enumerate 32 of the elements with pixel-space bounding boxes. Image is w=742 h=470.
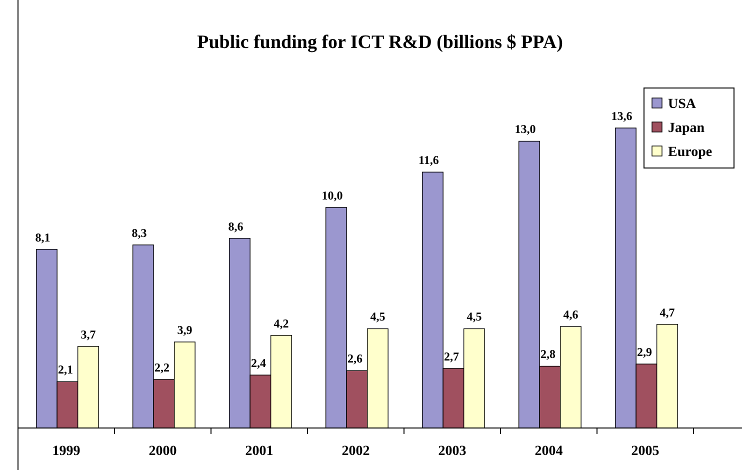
x-tick-label: 2003 <box>438 444 466 459</box>
data-label: 4,7 <box>660 305 675 320</box>
data-label: 11,6 <box>418 153 439 168</box>
data-label: 2,6 <box>347 352 362 366</box>
data-label: 2,9 <box>636 345 652 360</box>
data-label: 13,6 <box>611 109 632 123</box>
x-tick-label: 2002 <box>342 444 370 459</box>
data-label: 2,1 <box>58 362 73 377</box>
x-tick-label: 2000 <box>148 444 177 459</box>
data-label: 4,6 <box>563 308 578 322</box>
data-label: 2,4 <box>250 356 266 370</box>
legend-label: Europe <box>668 145 712 160</box>
data-label: 8,6 <box>228 219 244 234</box>
data-label: 4,5 <box>466 310 482 324</box>
data-label: 2,8 <box>540 347 556 362</box>
x-tick-label: 1999 <box>52 444 80 459</box>
data-label: 13,0 <box>514 122 536 136</box>
data-label: 3,9 <box>177 322 192 337</box>
chart-title: Public funding for ICT R&D (billions $ PPA) <box>197 32 563 53</box>
data-label: 8,1 <box>35 230 50 244</box>
legend-label: USA <box>668 97 697 112</box>
data-label: 10,0 <box>322 188 343 202</box>
data-label: 3,7 <box>80 327 96 342</box>
data-label: 4,5 <box>370 310 386 324</box>
data-label: 2,2 <box>154 360 170 374</box>
data-label: 8,3 <box>132 226 147 240</box>
data-label: 4,2 <box>274 316 289 330</box>
x-tick-label: 2004 <box>534 444 563 459</box>
x-tick-label: 2001 <box>245 444 274 459</box>
legend-label: Japan <box>668 121 705 136</box>
x-tick-label: 2005 <box>631 444 660 459</box>
data-label: 2,7 <box>444 349 459 364</box>
